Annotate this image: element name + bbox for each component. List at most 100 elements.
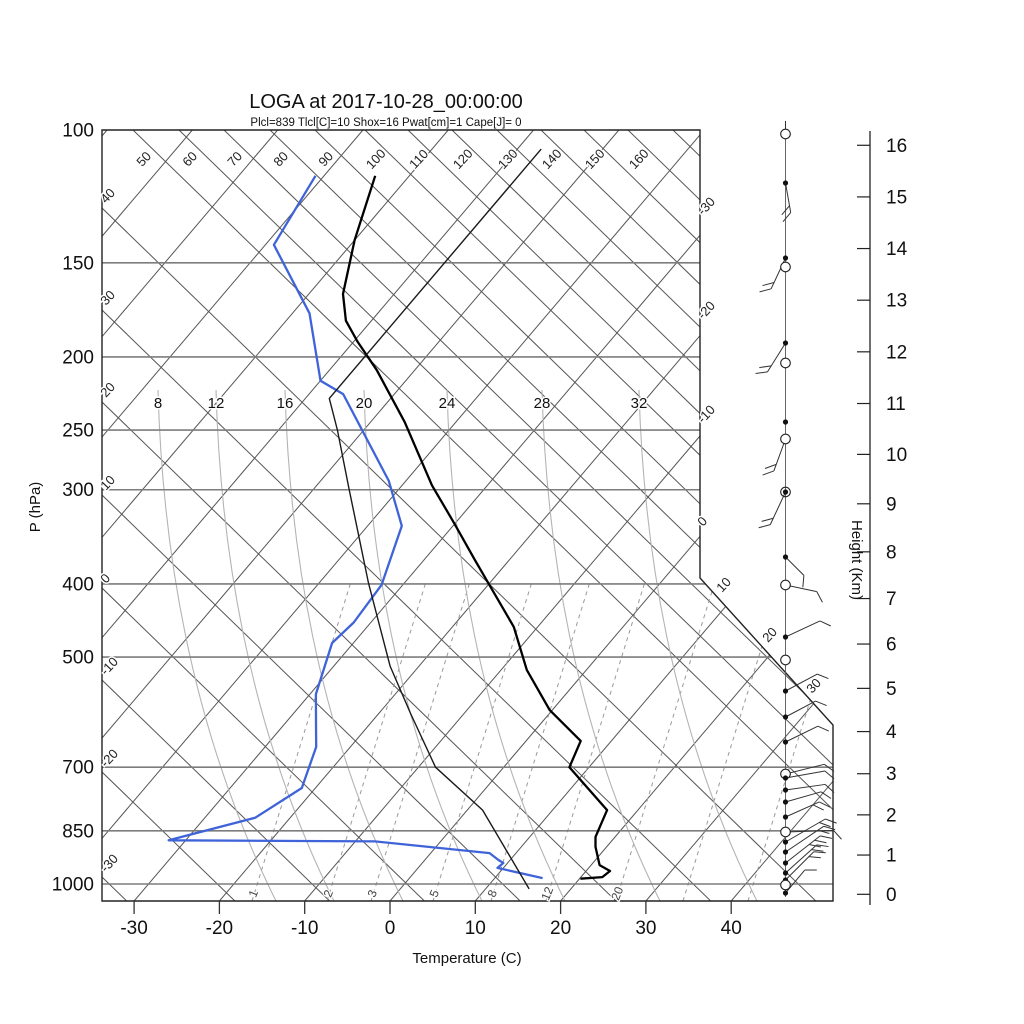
wind-barb-tick (755, 371, 768, 374)
wind-level-dot (782, 714, 789, 720)
moist-adiabat-line (215, 389, 335, 901)
dry-adiabat-label-top: 50 (133, 149, 154, 170)
wind-barb-shaft (785, 700, 816, 718)
grid-line-labels: 50 60 70 80 90 100 110 120 130 140 150 160403020100… (96, 144, 826, 903)
wind-barb-shaft (785, 825, 824, 853)
moist-adiabat-label: 16 (277, 395, 294, 412)
moist-adiabat-line (284, 389, 404, 901)
wind-barb-tick (813, 851, 826, 854)
dry-adiabat-line (223, 130, 833, 901)
moist-adiabat-line (541, 389, 661, 901)
height-tick-label: 11 (886, 394, 906, 415)
dry-adiabat-line (672, 130, 833, 901)
wind-barb-shaft (785, 791, 822, 803)
wind-level-circle (780, 357, 791, 369)
height-tick-label: 16 (886, 136, 907, 157)
mixing-ratio-label: 1 (246, 887, 262, 899)
chart-subtitle: Plcl=839 Tlcl[C]=10 Shox=16 Pwat[cm]=1 C… (250, 117, 521, 129)
isotherm-label-right: -10 (694, 402, 718, 426)
wind-barb-tick (812, 804, 824, 811)
dry-adiabat-line (496, 130, 833, 901)
wind-barb-tick (824, 784, 835, 793)
mixing-ratio-line (490, 583, 590, 901)
wind-level-circle (780, 654, 791, 666)
temperature-curve (341, 175, 612, 880)
mixing-ratio-line (545, 583, 645, 901)
wind-barb-shaft (785, 801, 820, 818)
moist-adiabat-label: 24 (439, 395, 456, 412)
height-tick-label: 0 (886, 885, 897, 906)
wind-barb-shaft (785, 818, 826, 843)
wind-barb-shaft (785, 783, 826, 791)
wind-barb-shaft (785, 182, 792, 213)
wind-barb-tick (824, 763, 835, 772)
wind-level-dot (782, 814, 789, 820)
wind-barb-shaft (785, 844, 818, 874)
isotherm-line (102, 130, 449, 901)
mixing-ratio-line (251, 583, 351, 901)
parcel-curve (328, 148, 542, 890)
pressure-tick-label: 100 (62, 121, 94, 142)
wind-barb-tick (761, 517, 774, 522)
wind-level-dot (782, 419, 789, 425)
isotherm-line (102, 130, 279, 901)
height-tick-label: 5 (886, 679, 897, 700)
mixing-ratio-label: 5 (427, 887, 443, 899)
wind-level-dot (782, 688, 789, 694)
dry-adiabat-line (132, 130, 833, 901)
wind-level-dot (782, 775, 789, 781)
wind-barb-tick (759, 288, 772, 293)
isotherm-line (102, 130, 364, 901)
wind-barb-tick (808, 856, 821, 859)
dewpoint-curve (167, 175, 543, 880)
mixing-ratio-label: 12 (538, 884, 556, 902)
wind-barb-tick (781, 205, 790, 216)
dry-adiabat-label-left: 20 (97, 379, 118, 400)
dry-adiabat-label-top: 90 (315, 149, 336, 170)
height-tick-label: 2 (886, 805, 897, 826)
x-tick-label: -30 (120, 918, 147, 939)
wind-barb-staff (755, 121, 842, 897)
chart-title: LOGA at 2017-10-28_00:00:00 (249, 91, 523, 113)
pressure-tick-label: 1000 (52, 875, 94, 896)
isotherm-label-diagonal: 20 (759, 624, 780, 645)
moist-adiabat-label: 32 (631, 395, 648, 412)
isotherm-line (219, 130, 833, 901)
plot-frame (101, 129, 834, 902)
wind-barb-shaft (785, 763, 825, 775)
pressure-tick-label: 500 (62, 648, 94, 669)
wind-level-dot (782, 634, 789, 640)
wind-barb-tick (759, 365, 772, 369)
wind-level-circle (780, 486, 791, 498)
moist-adiabat-line (157, 389, 277, 901)
wind-level-circle (780, 579, 791, 591)
dry-adiabat-line (583, 130, 833, 901)
isotherm-label-diagonal: 30 (803, 675, 824, 696)
x-tick-label: 0 (385, 918, 396, 939)
wind-barb-tick (762, 281, 775, 287)
wind-level-circle (780, 433, 791, 445)
wind-level-dot (782, 890, 789, 896)
wind-barb-tick (823, 825, 836, 831)
wind-barb-shaft (785, 725, 819, 743)
dry-adiabat-label-left: 30 (97, 287, 118, 308)
wind-level-dot (782, 860, 789, 866)
dry-adiabat-line (178, 130, 833, 901)
moist-adiabat-line (363, 389, 483, 901)
dry-adiabat-line (102, 309, 712, 901)
wind-barb-shaft (785, 829, 834, 833)
wind-level-dot (782, 554, 789, 560)
wind-level-dot (782, 839, 789, 845)
plot-boundary (101, 129, 834, 902)
wind-barb-shaft (785, 835, 821, 864)
isotherm-line (102, 130, 705, 901)
isotherm-label-right: 0 (694, 514, 710, 530)
wind-level-dot (782, 255, 789, 261)
wind-level-dot (782, 849, 789, 855)
pressure-tick-label: 200 (62, 347, 94, 368)
wind-barb-tick (817, 725, 830, 732)
pressure-tick-label: 150 (62, 253, 94, 274)
height-tick-label: 10 (886, 445, 907, 466)
wind-barb-tick (811, 849, 824, 852)
mixing-ratio-line (615, 583, 715, 901)
